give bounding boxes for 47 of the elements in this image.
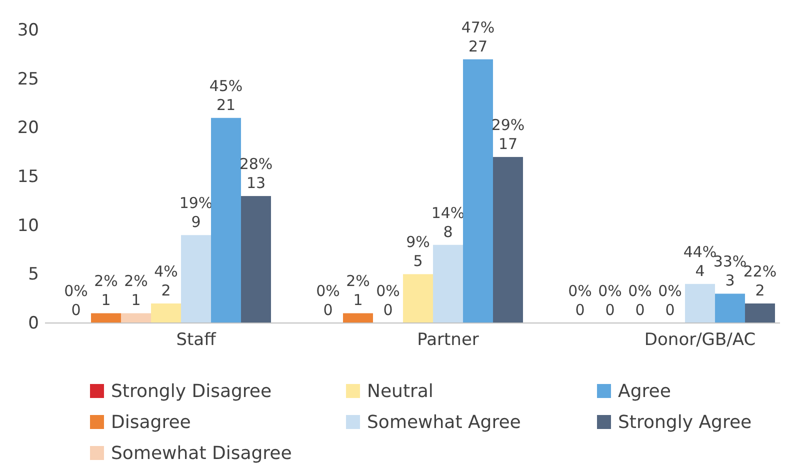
- legend-label: Strongly Agree: [618, 412, 752, 433]
- data-label: 0% 0: [568, 282, 592, 319]
- y-tick-label: 5: [28, 264, 39, 285]
- data-label: 45% 21: [209, 76, 243, 114]
- data-label: 4% 2: [154, 262, 178, 300]
- y-tick-label: 25: [17, 69, 39, 90]
- y-tick-label: 0: [28, 313, 39, 334]
- data-label: 2% 1: [346, 272, 370, 310]
- bar: [493, 156, 523, 323]
- legend-label: Disagree: [111, 412, 191, 433]
- legend-label: Strongly Disagree: [111, 381, 272, 402]
- legend-label: Somewhat Agree: [367, 412, 521, 433]
- data-label: 0% 0: [316, 282, 340, 319]
- bar: [403, 274, 433, 323]
- data-label: 2% 1: [94, 272, 118, 310]
- data-label: 9% 5: [406, 233, 430, 270]
- data-label: 0% 0: [628, 282, 652, 319]
- y-tick-label: 10: [17, 216, 39, 236]
- data-label: 0% 0: [64, 282, 88, 319]
- bar: [121, 313, 151, 323]
- legend-label: Somewhat Disagree: [111, 443, 292, 464]
- bar: [685, 284, 715, 323]
- data-label: 0% 0: [658, 282, 682, 319]
- bar: [463, 59, 493, 323]
- legend-label: Neutral: [367, 381, 434, 402]
- y-tick-label: 20: [17, 118, 39, 138]
- x-tick-label: Staff: [176, 330, 218, 350]
- bar: [343, 313, 373, 323]
- bar: [715, 294, 745, 323]
- bar: [91, 313, 121, 323]
- bar: [151, 303, 181, 323]
- data-label: 0% 0: [376, 282, 400, 319]
- data-label: 0% 0: [598, 282, 622, 319]
- data-label: 14% 8: [431, 204, 465, 241]
- bar: [211, 118, 241, 323]
- bar: [433, 244, 463, 323]
- bar: [181, 235, 211, 323]
- y-tick-label: 30: [17, 20, 39, 40]
- legend-label: Agree: [618, 381, 671, 402]
- data-label: 47% 27: [461, 18, 495, 56]
- x-tick-label: Partner: [417, 330, 479, 350]
- bar: [745, 303, 775, 323]
- data-label: 19% 9: [179, 194, 213, 232]
- x-tick-label: Donor/GB/AC: [644, 330, 756, 350]
- data-label: 2% 1: [124, 272, 148, 310]
- y-tick-label: 15: [17, 166, 39, 187]
- bar: [241, 196, 271, 323]
